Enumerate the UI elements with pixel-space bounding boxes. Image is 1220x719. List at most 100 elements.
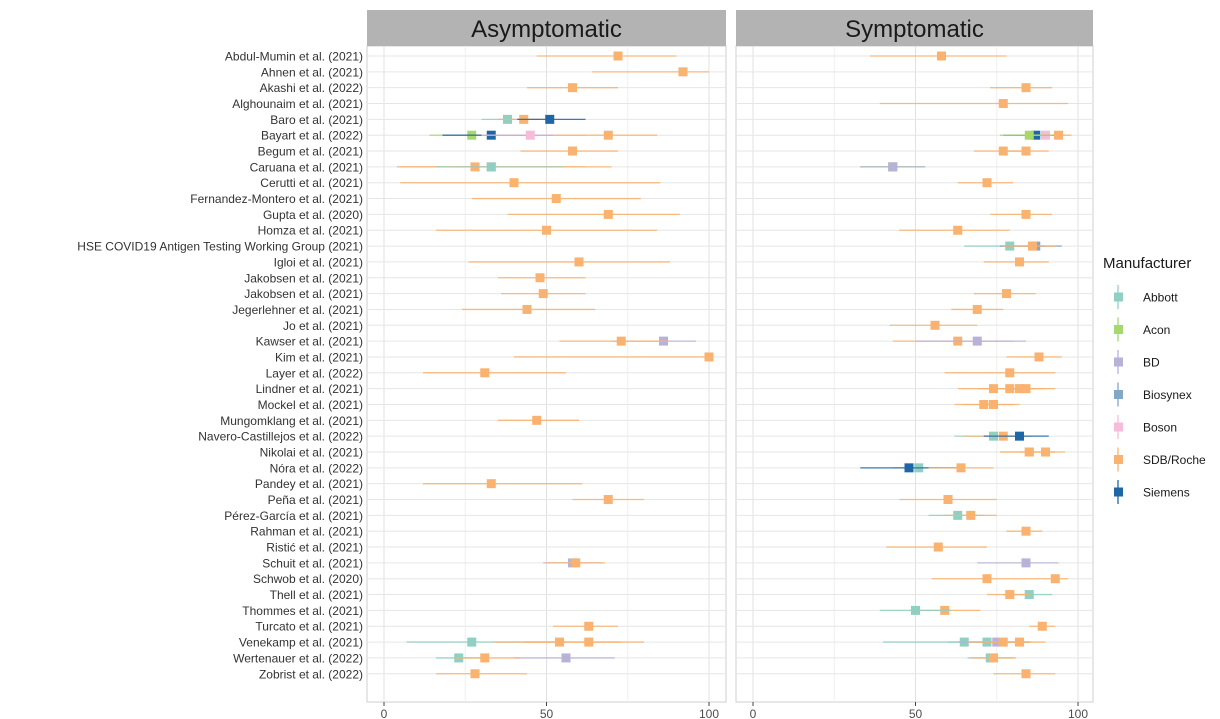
x-tick-label: 100 [699, 707, 719, 719]
point-estimate [535, 273, 545, 283]
point-estimate [584, 621, 594, 631]
point-estimate [542, 225, 551, 235]
legend-key-swatch [1114, 487, 1123, 497]
study-label: Akashi et al. (2022) [260, 81, 363, 95]
point-estimate [953, 225, 963, 235]
point-estimate [678, 67, 688, 77]
point-estimate [911, 605, 920, 615]
study-label: Ristić et al. (2021) [266, 541, 363, 555]
study-label: Rahman et al. (2021) [250, 525, 363, 539]
study-label: Abdul-Mumin et al. (2021) [225, 50, 363, 64]
point-estimate [603, 209, 613, 219]
study-label: Schwob et al. (2020) [253, 572, 363, 586]
facet-panels: Asymptomatic 0 50 100 Symptomatic 0 50 100 [366, 10, 1094, 719]
point-estimate [486, 479, 496, 489]
study-label: Jo et al. (2021) [283, 319, 363, 333]
legend-key-swatch [1114, 390, 1123, 399]
legend-label: Biosynex [1143, 388, 1192, 402]
study-label: Begum et al. (2021) [258, 145, 363, 159]
point-estimate [1015, 637, 1024, 647]
point-estimate [613, 51, 623, 61]
point-estimate [704, 352, 714, 362]
x-tick-label: 50 [540, 707, 554, 719]
study-label: Jakobsen et al. (2021) [244, 271, 363, 285]
study-labels: Abdul-Mumin et al. (2021)Ahnen et al. (2… [77, 50, 363, 682]
point-estimate [1050, 574, 1060, 584]
study-label: Jegerlehner et al. (2021) [232, 303, 363, 317]
point-estimate [1021, 526, 1031, 536]
study-label: Venekamp et al. (2021) [239, 636, 363, 650]
study-label: Pérez-García et al. (2021) [224, 509, 363, 523]
point-estimate [568, 146, 577, 156]
point-estimate [1024, 447, 1034, 457]
point-estimate [1028, 241, 1037, 251]
point-estimate [532, 415, 542, 425]
study-label: Thommes et al. (2021) [242, 604, 363, 618]
study-label: Ahnen et al. (2021) [261, 65, 363, 79]
point-estimate [509, 178, 519, 188]
legend-key-swatch [1114, 292, 1123, 302]
point-estimate [1002, 289, 1011, 299]
facet-strip [367, 10, 726, 46]
legend-label: Abbott [1143, 291, 1178, 305]
study-label: Nóra et al. (2022) [270, 461, 363, 475]
point-estimate [1054, 130, 1063, 140]
legend-title: Manufacturer [1103, 255, 1191, 272]
study-label: HSE COVID19 Antigen Testing Working Grou… [77, 240, 363, 254]
point-estimate [545, 114, 555, 124]
point-estimate [574, 257, 584, 267]
study-label: Zobrist et al. (2022) [259, 667, 363, 681]
point-estimate [1037, 621, 1047, 631]
point-estimate [933, 542, 943, 552]
legend-label: BD [1143, 356, 1160, 370]
point-estimate [1015, 257, 1024, 267]
point-estimate [966, 510, 976, 520]
point-estimate [561, 653, 571, 663]
point-estimate [1021, 146, 1031, 156]
study-label: Lindner et al. (2021) [256, 382, 363, 396]
study-label: Alghounaim et al. (2021) [232, 97, 363, 111]
point-estimate [989, 653, 998, 663]
legend: Manufacturer Abbott Acon BD Biosynex Boson SDB… [1103, 255, 1206, 504]
study-label: Bayart et al. (2022) [261, 129, 363, 143]
point-estimate [584, 637, 594, 647]
study-label: Nikolai et al. (2021) [260, 446, 363, 460]
point-estimate [930, 320, 940, 330]
study-label: Baro et al. (2021) [270, 113, 363, 127]
point-estimate [982, 178, 992, 188]
study-label: Kim et al. (2021) [275, 350, 363, 364]
point-estimate [1005, 368, 1015, 378]
study-label: Homza et al. (2021) [258, 224, 363, 238]
study-label: Fernandez-Montero et al. (2021) [190, 192, 363, 206]
point-estimate [538, 289, 548, 299]
point-estimate [603, 130, 613, 140]
point-estimate [1021, 384, 1031, 394]
study-label: Gupta et al. (2020) [263, 208, 363, 222]
point-estimate [998, 99, 1008, 109]
point-estimate [480, 368, 490, 378]
legend-key-swatch [1114, 422, 1123, 432]
point-estimate [937, 51, 946, 61]
x-tick-label: 0 [381, 707, 388, 719]
point-estimate [522, 304, 532, 314]
legend-label: Boson [1143, 421, 1177, 435]
facet-title: Symptomatic [845, 16, 984, 43]
facet-title: Asymptomatic [471, 16, 622, 43]
point-estimate [1034, 352, 1044, 362]
panel-background [735, 45, 1094, 703]
x-tick-label: 0 [750, 707, 757, 719]
study-label: Schuit et al. (2021) [262, 556, 363, 570]
study-label: Wertenauer et al. (2022) [233, 651, 363, 665]
point-estimate [972, 304, 982, 314]
study-label: Kawser et al. (2021) [256, 335, 363, 349]
legend-key-swatch [1114, 357, 1123, 367]
study-label: Igloi et al. (2021) [274, 255, 363, 269]
study-label: Thell et al. (2021) [270, 588, 363, 602]
point-estimate [982, 574, 992, 584]
legend-label: Siemens [1143, 486, 1190, 500]
study-label: Mungomklang et al. (2021) [220, 414, 363, 428]
study-label: Layer et al. (2022) [266, 366, 363, 380]
point-estimate [904, 463, 914, 473]
point-estimate [486, 162, 496, 172]
